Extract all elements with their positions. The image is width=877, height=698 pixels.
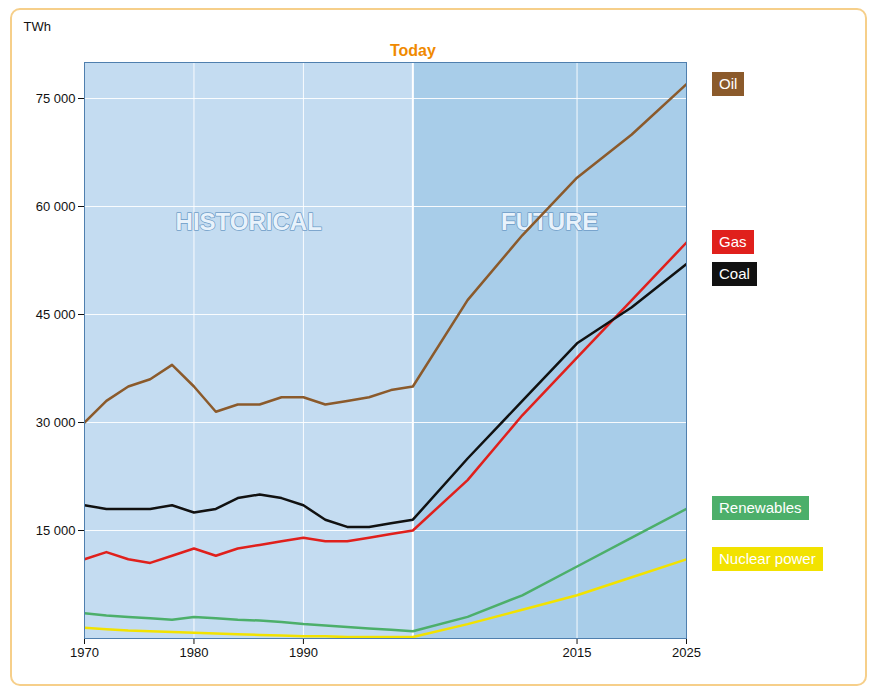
svg-text:2025: 2025 <box>672 645 701 660</box>
html-text:Coal: Coal <box>719 265 750 282</box>
svg-text:1980: 1980 <box>179 645 208 660</box>
svg-text:75 000: 75 000 <box>36 91 76 106</box>
html-text:Oil: Oil <box>719 74 738 92</box>
svg-text:HISTORICAL: HISTORICAL <box>176 208 322 235</box>
svg-text:FUTURE: FUTURE <box>501 208 598 235</box>
html-text:Nuclear power: Nuclear power <box>719 549 816 567</box>
svg-text:1990: 1990 <box>289 645 318 660</box>
svg-text:45 000: 45 000 <box>36 307 76 322</box>
svg-text:Today: Today <box>390 42 436 59</box>
svg-text:60 000: 60 000 <box>36 199 76 214</box>
svg-text:TWh: TWh <box>24 19 51 34</box>
svg-text:30 000: 30 000 <box>36 415 76 430</box>
svg-text:1970: 1970 <box>70 645 99 660</box>
html-text:Renewables: Renewables <box>719 499 802 517</box>
svg-text:2015: 2015 <box>563 645 592 660</box>
svg-text:15 000: 15 000 <box>36 523 76 538</box>
html-text:Gas: Gas <box>719 233 747 250</box>
